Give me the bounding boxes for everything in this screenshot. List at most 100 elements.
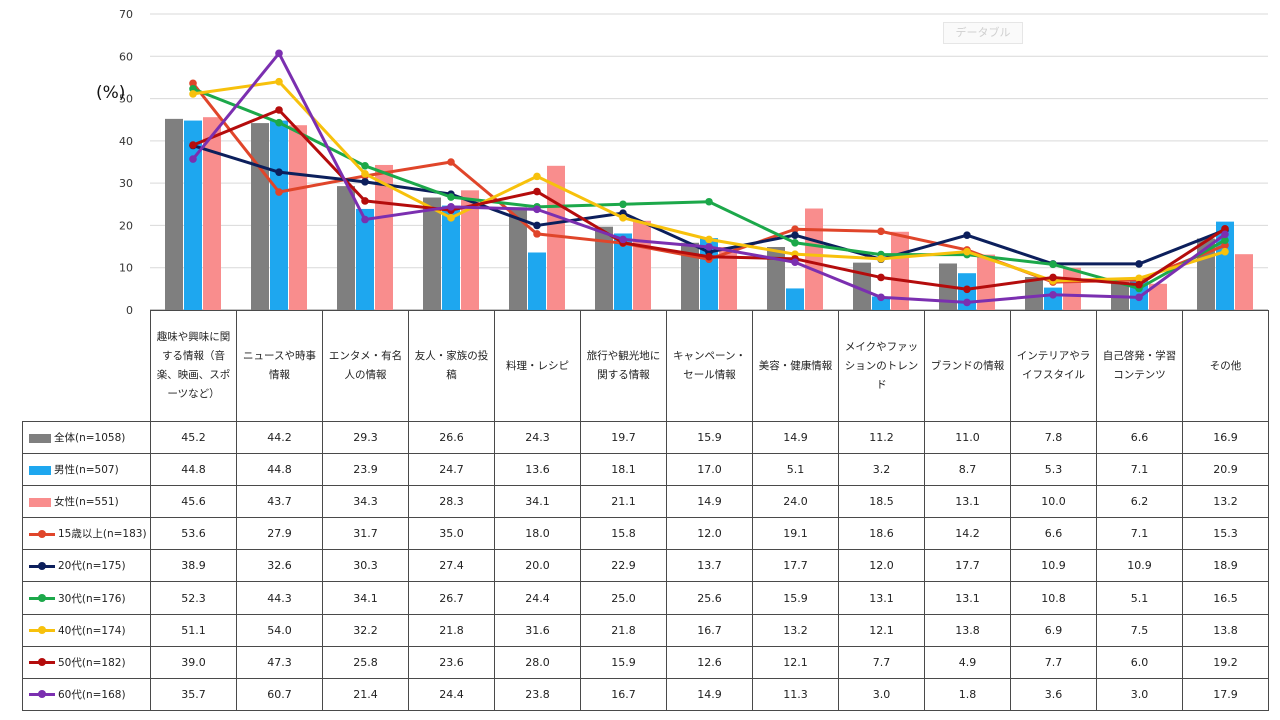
series-name: 60代(n=168) bbox=[58, 688, 126, 701]
bar-total bbox=[767, 246, 785, 310]
line-point bbox=[275, 77, 283, 86]
value-cell: 11.3 bbox=[752, 677, 839, 711]
table-row: 40代(n=174) 51.1 54.0 32.2 21.8 31.6 21.8 16.7 13… bbox=[22, 613, 1269, 647]
value-cell: 32.6 bbox=[236, 549, 323, 583]
value-cell: 43.7 bbox=[236, 485, 323, 519]
bar-female bbox=[719, 246, 737, 310]
bar-male bbox=[786, 288, 804, 310]
value-cell: 44.8 bbox=[236, 453, 323, 487]
line-point bbox=[705, 235, 713, 244]
value-cell: 19.2 bbox=[1182, 645, 1269, 679]
value-cell: 10.9 bbox=[1010, 549, 1097, 583]
value-cell: 17.7 bbox=[924, 549, 1011, 583]
line-point bbox=[619, 235, 627, 244]
line-point bbox=[791, 258, 799, 267]
series-name: 15歳以上(n=183) bbox=[58, 528, 147, 541]
series-label-cell: 40代(n=174) bbox=[22, 613, 151, 647]
value-cell: 26.6 bbox=[408, 420, 495, 455]
value-cell: 21.1 bbox=[580, 485, 667, 519]
value-cell: 54.0 bbox=[236, 613, 323, 647]
line-point bbox=[447, 214, 455, 222]
table-row: 男性(n=507) 44.8 44.8 23.9 24.7 13.6 18.1 17.0 5.1… bbox=[22, 453, 1269, 487]
y-tick-label: 40 bbox=[119, 135, 133, 148]
line-point bbox=[791, 225, 799, 234]
watermark: データブル bbox=[943, 22, 1023, 44]
line-point bbox=[619, 200, 627, 209]
line-point bbox=[361, 178, 369, 186]
line-point bbox=[533, 187, 541, 196]
value-cell: 24.4 bbox=[494, 581, 581, 615]
value-cell: 10.9 bbox=[1096, 549, 1183, 583]
line-point bbox=[1221, 225, 1229, 233]
value-cell: 25.0 bbox=[580, 581, 667, 615]
value-cell: 14.9 bbox=[666, 485, 753, 519]
line-point bbox=[533, 221, 541, 230]
value-cell: 18.5 bbox=[838, 485, 925, 519]
value-cell: 3.6 bbox=[1010, 677, 1097, 711]
value-cell: 28.0 bbox=[494, 645, 581, 679]
value-cell: 7.5 bbox=[1096, 613, 1183, 647]
value-cell: 5.1 bbox=[1096, 581, 1183, 615]
value-cell: 26.7 bbox=[408, 581, 495, 615]
legend-key-icon bbox=[29, 690, 55, 699]
category-header-cell: 友人・家族の投稿 bbox=[408, 310, 495, 422]
value-cell: 12.1 bbox=[752, 645, 839, 679]
series-label-cell: 30代(n=176) bbox=[22, 581, 151, 615]
value-cell: 16.5 bbox=[1182, 581, 1269, 615]
value-cell: 15.9 bbox=[666, 420, 753, 455]
value-cell: 14.9 bbox=[666, 677, 753, 711]
value-cell: 16.7 bbox=[580, 677, 667, 711]
value-cell: 15.9 bbox=[580, 645, 667, 679]
value-cell: 12.0 bbox=[666, 517, 753, 551]
table-row: 20代(n=175) 38.9 32.6 30.3 27.4 20.0 22.9 13.7 17… bbox=[22, 549, 1269, 583]
line-point bbox=[447, 193, 455, 201]
series-name: 50代(n=182) bbox=[58, 656, 126, 669]
series-label-cell: 男性(n=507) bbox=[22, 453, 151, 487]
value-cell: 30.3 bbox=[322, 549, 409, 583]
value-cell: 23.6 bbox=[408, 645, 495, 679]
bar-female bbox=[1149, 283, 1167, 310]
line-point bbox=[791, 231, 799, 239]
category-header-cell: 料理・レシピ bbox=[494, 310, 581, 422]
value-cell: 27.9 bbox=[236, 517, 323, 551]
line-point bbox=[189, 79, 197, 88]
line-point bbox=[447, 158, 455, 166]
line-point bbox=[189, 155, 197, 163]
value-cell: 11.2 bbox=[838, 420, 925, 455]
value-cell: 34.1 bbox=[494, 485, 581, 519]
value-cell: 21.8 bbox=[580, 613, 667, 647]
value-cell: 6.6 bbox=[1096, 420, 1183, 455]
y-tick-label: 70 bbox=[119, 8, 133, 21]
value-cell: 3.0 bbox=[1096, 677, 1183, 711]
bar-female bbox=[977, 254, 995, 310]
bar-female bbox=[1063, 267, 1081, 310]
line-point bbox=[1049, 290, 1057, 299]
value-cell: 23.8 bbox=[494, 677, 581, 711]
series-label-cell: 60代(n=168) bbox=[22, 677, 151, 711]
value-cell: 17.7 bbox=[752, 549, 839, 583]
legend-key-icon bbox=[29, 594, 55, 603]
value-cell: 45.2 bbox=[150, 420, 237, 455]
value-cell: 27.4 bbox=[408, 549, 495, 583]
bar-total bbox=[423, 197, 441, 310]
value-cell: 51.1 bbox=[150, 613, 237, 647]
value-cell: 14.9 bbox=[752, 420, 839, 455]
line-point bbox=[877, 227, 885, 236]
value-cell: 24.0 bbox=[752, 485, 839, 519]
y-tick-label: 30 bbox=[119, 177, 133, 190]
value-cell: 13.1 bbox=[924, 485, 1011, 519]
bar-male bbox=[442, 205, 460, 310]
value-cell: 19.1 bbox=[752, 517, 839, 551]
line-point bbox=[877, 273, 885, 282]
value-cell: 14.2 bbox=[924, 517, 1011, 551]
bar-total bbox=[1025, 277, 1043, 310]
legend-key-icon bbox=[29, 433, 51, 443]
value-cell: 52.3 bbox=[150, 581, 237, 615]
category-header-cell: メイクやファッションのトレンド bbox=[838, 310, 925, 422]
bar-total bbox=[337, 186, 355, 310]
line-point bbox=[1221, 247, 1229, 256]
value-cell: 25.6 bbox=[666, 581, 753, 615]
value-cell: 35.0 bbox=[408, 517, 495, 551]
line-point bbox=[275, 168, 283, 176]
